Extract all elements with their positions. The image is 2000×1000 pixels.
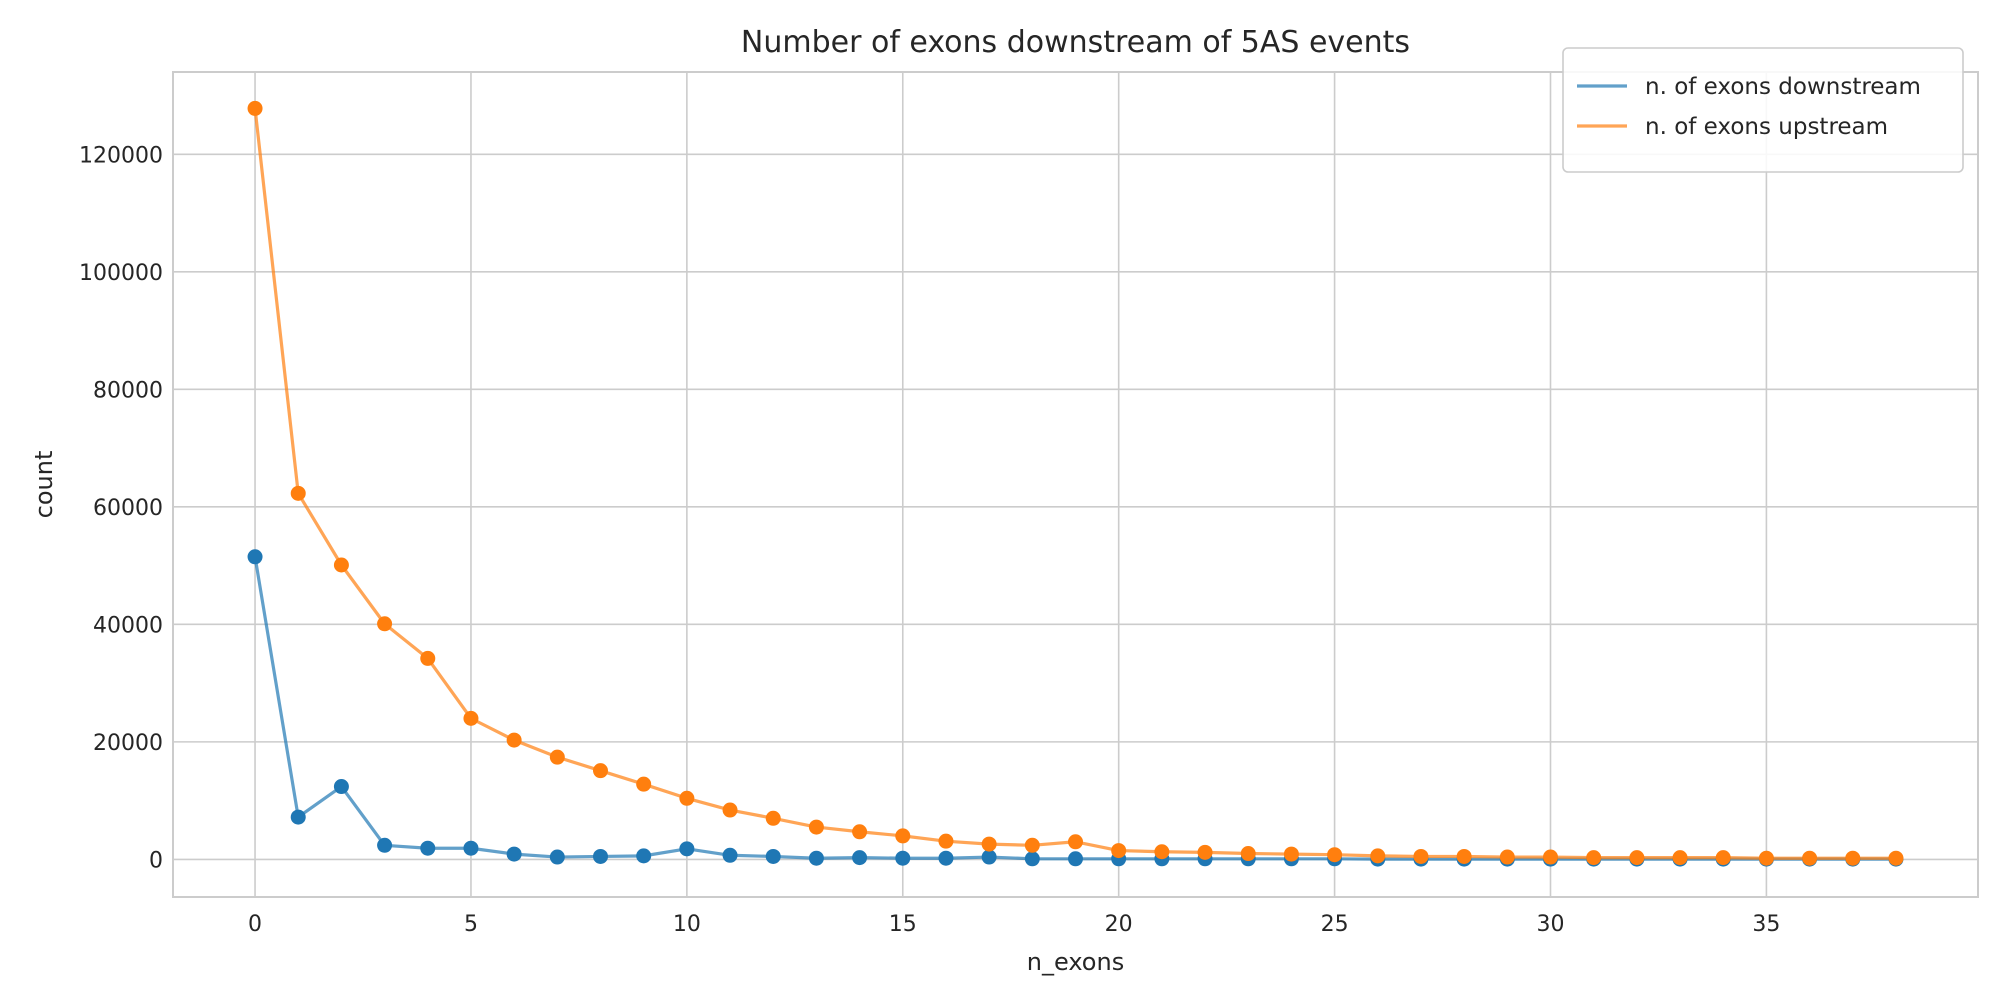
series-1-point [1283, 846, 1299, 862]
series-1-point [852, 824, 868, 840]
series-0-point [377, 837, 393, 853]
series-1-point [420, 650, 436, 666]
y-tick-label: 60000 [93, 496, 163, 521]
series-0-point [808, 850, 824, 866]
series-1-point [981, 836, 997, 852]
legend: n. of exons downstream n. of exons upstre… [1562, 47, 1964, 173]
series-1-point [808, 819, 824, 835]
series-1-point [1629, 850, 1645, 866]
series-1-point [722, 802, 738, 818]
series-1-point [1845, 850, 1861, 866]
series-0-point [981, 849, 997, 865]
series-0-point [463, 840, 479, 856]
series-0-point [1068, 851, 1083, 867]
y-tick-label: 20000 [93, 731, 163, 756]
series-0-point [722, 847, 738, 863]
series-1-point [1327, 847, 1343, 863]
series-1-point [1197, 844, 1213, 860]
series-0-point [765, 848, 781, 864]
series-1-point [549, 749, 565, 765]
y-tick-label: 120000 [79, 143, 163, 168]
x-tick-label: 30 [1537, 912, 1565, 937]
series-1-point [679, 790, 695, 806]
x-tick-labels: 0 5 10 15 20 25 30 35 [248, 912, 1780, 937]
chart-title: Number of exons downstream of 5AS events [741, 25, 1410, 60]
series-layer [247, 100, 1904, 867]
x-tick-label: 15 [889, 912, 917, 937]
series-1-point [1672, 850, 1688, 866]
series-0-point [1024, 851, 1040, 867]
series-0-point [506, 846, 522, 862]
series-0-point [679, 841, 695, 857]
series-1-point [1413, 848, 1429, 864]
series-1-point [1543, 849, 1558, 865]
series-1-point [1240, 846, 1256, 862]
series-1-point [765, 810, 781, 826]
series-0-point [636, 848, 652, 864]
series-0-point [852, 850, 868, 866]
x-tick-label: 10 [673, 912, 701, 937]
x-tick-label: 35 [1752, 912, 1780, 937]
x-axis-label: n_exons [1027, 948, 1124, 976]
legend-box [1562, 47, 1964, 173]
series-1-point [1499, 849, 1515, 865]
series-1-point [1758, 850, 1774, 866]
legend-label-0: n. of exons downstream [1645, 74, 1921, 100]
series-1-point [1802, 850, 1818, 866]
series-1-point [463, 710, 479, 726]
y-tick-label: 0 [149, 848, 163, 873]
series-0-point [290, 809, 306, 825]
series-0-point [895, 850, 911, 866]
y-tick-label: 40000 [93, 613, 163, 638]
series-1-point [290, 485, 306, 501]
series-0-point [593, 848, 608, 864]
series-1-point [1111, 843, 1127, 859]
series-1-point [895, 828, 911, 844]
legend-label-1: n. of exons upstream [1645, 114, 1888, 140]
x-tick-label: 0 [248, 912, 262, 937]
series-1-point [938, 833, 954, 849]
series-1-point [1888, 850, 1904, 866]
legend-entries: n. of exons downstream n. of exons upstre… [1577, 74, 1921, 140]
series-1-point [593, 763, 608, 779]
y-tick-label: 100000 [79, 261, 163, 286]
y-tick-label: 80000 [93, 378, 163, 403]
plot-frame [172, 71, 1979, 898]
series-1-point [1024, 837, 1040, 853]
series-1-point [1370, 848, 1386, 864]
series-1-point [1068, 834, 1083, 850]
x-tick-label: 5 [464, 912, 478, 937]
x-tick-label: 25 [1321, 912, 1349, 937]
series-0-point [549, 849, 565, 865]
series-0-point [420, 840, 436, 856]
series-0-point [938, 850, 954, 866]
series-1-point [1456, 848, 1472, 864]
series-1-point [247, 100, 263, 116]
y-axis-label: count [30, 451, 58, 519]
series-0-point [247, 549, 263, 565]
series-1-point [636, 776, 652, 792]
series-1-point [1586, 850, 1602, 866]
series-1-point [377, 616, 393, 632]
series-1-point [1715, 850, 1731, 866]
grid-lines [173, 72, 1978, 897]
series-1-point [506, 732, 522, 748]
series-0-point [333, 779, 349, 795]
x-tick-label: 20 [1105, 912, 1133, 937]
series-1-point [1154, 844, 1170, 860]
y-tick-labels: 0 20000 40000 60000 80000 100000 120000 [79, 143, 163, 873]
series-1-point [333, 557, 349, 573]
